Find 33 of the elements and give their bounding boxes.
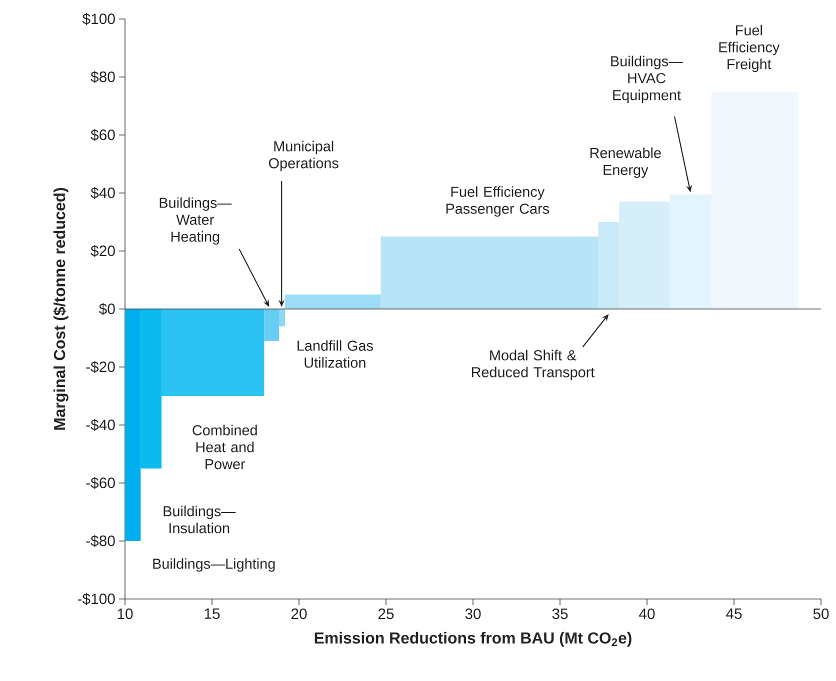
y-tick-label: $0	[99, 302, 115, 316]
y-tick-label: -$100	[78, 592, 115, 606]
annotation: Combined Heat and Power	[192, 424, 257, 470]
annotation: Buildings—Water Heating	[160, 197, 232, 245]
annotation: Buildings—HVAC Equipment	[611, 56, 684, 104]
y-tick-label: $60	[90, 128, 115, 142]
y-tick-label: $100	[82, 12, 115, 26]
x-tick-label: 15	[204, 608, 220, 619]
x-tick-label: 45	[726, 608, 742, 619]
annotation: Renewable Energy	[590, 147, 661, 178]
y-tick-label: -$20	[86, 360, 115, 374]
annotation: Landfill Gas Utilization	[298, 340, 373, 368]
x-tick-label: 30	[465, 608, 481, 620]
annotation: Municipal Operations	[268, 140, 338, 172]
y-tick-label: $80	[90, 70, 115, 84]
x-tick-label: 20	[291, 608, 307, 620]
annotation: Modal Shift & Reduced Transport	[472, 350, 595, 380]
x-tick-label: 25	[378, 608, 394, 620]
annotation: Buildings—Lighting	[153, 558, 275, 572]
x-tick-label: 40	[639, 608, 655, 620]
annotation: Buildings—Insulation	[164, 506, 236, 534]
annotation: Fuel Efficiency Passenger Cars	[446, 186, 550, 217]
x-axis-title: Emission Reductions from BAU (Mt CO$_{2}$e)	[314, 632, 632, 647]
y-tick-label: $40	[90, 186, 115, 200]
y-axis-title: Marginal Cost ($/tonne reduced)	[53, 188, 68, 430]
x-tick-label: 50	[813, 608, 829, 620]
y-tick-label: $20	[90, 244, 115, 258]
annotation: Fuel Efficiency Freight	[719, 24, 780, 72]
y-tick-label: -$80	[86, 534, 115, 548]
x-tick-label: 35	[552, 608, 568, 620]
y-tick-label: -$60	[86, 476, 115, 490]
y-tick-label: -$40	[86, 418, 115, 432]
x-tick-label: 10	[118, 608, 133, 620]
